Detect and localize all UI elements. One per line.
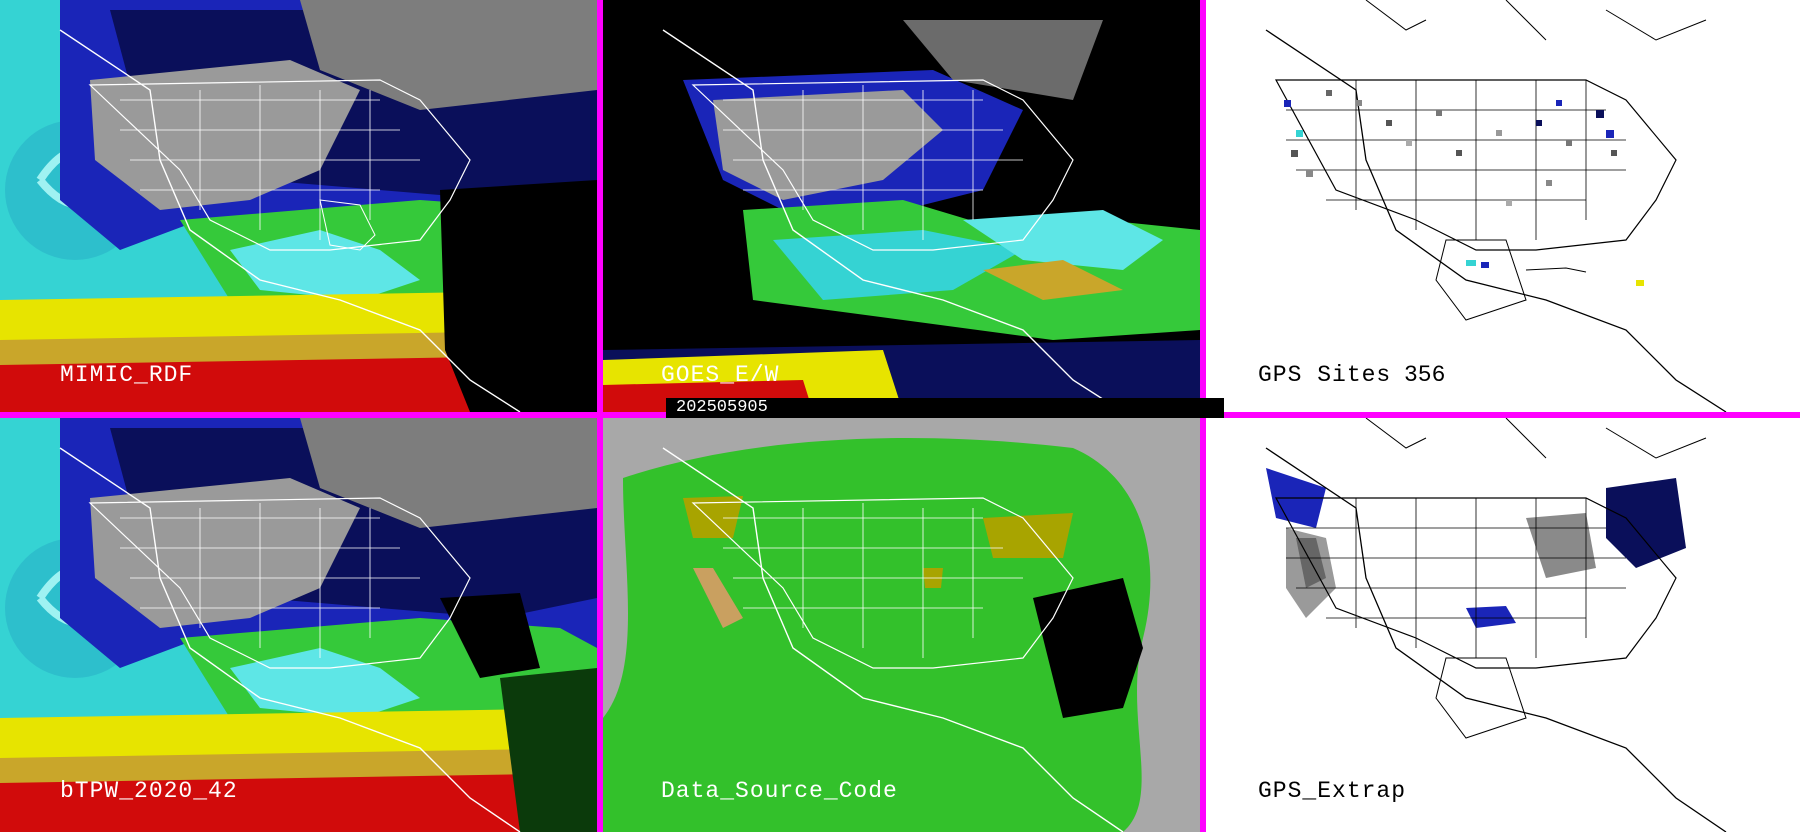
timestamp-bar: 202505905 xyxy=(666,398,1224,418)
btpw-map xyxy=(0,418,597,832)
panel-label: MIMIC_RDF xyxy=(60,362,194,388)
mimic-map xyxy=(0,0,597,412)
panel-data-source: Data_Source_Code xyxy=(603,418,1200,832)
panel-gps-extrap: GPS_Extrap xyxy=(1206,418,1800,832)
data-source-map xyxy=(603,418,1200,832)
gps-sites-map xyxy=(1206,0,1800,412)
panel-goes: GOES_E/W xyxy=(603,0,1200,412)
panel-label: GOES_E/W xyxy=(661,362,780,388)
goes-map xyxy=(603,0,1200,412)
panel-label: GPS Sites xyxy=(1258,362,1392,388)
panel-mimic-rdf: MIMIC_RDF xyxy=(0,0,597,412)
panel-label: bTPW_2020_42 xyxy=(60,778,238,804)
gps-site-count: 356 xyxy=(1404,362,1446,388)
panel-gps-sites: GPS Sites 356 xyxy=(1206,0,1800,412)
panel-label: GPS_Extrap xyxy=(1258,778,1407,804)
panel-label: Data_Source_Code xyxy=(661,778,898,804)
gps-extrap-map xyxy=(1206,418,1800,832)
panel-btpw: bTPW_2020_42 xyxy=(0,418,597,832)
gps-station-markers xyxy=(1284,90,1644,286)
